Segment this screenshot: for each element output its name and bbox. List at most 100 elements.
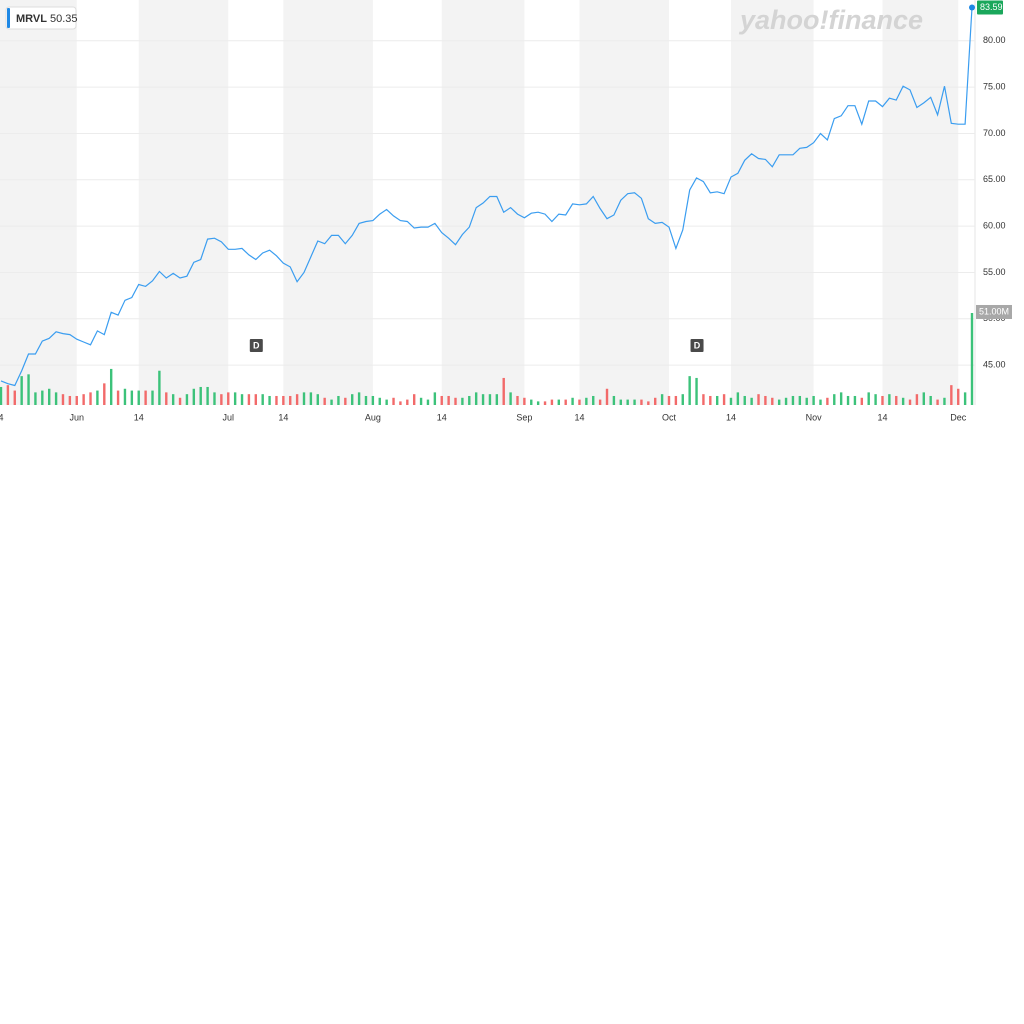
last-price-dot (969, 4, 975, 11)
x-tick-label: Oct (662, 412, 677, 422)
volume-bar (881, 395, 884, 405)
volume-bar (447, 395, 450, 405)
volume-bar (309, 392, 313, 405)
price-line (0, 7, 973, 387)
y-tick-label: 45.00 (983, 360, 1006, 370)
volume-bar (109, 368, 113, 405)
period-band (730, 0, 814, 405)
volume-bar (695, 377, 698, 405)
volume-bar (536, 401, 540, 405)
volume-bar (171, 394, 175, 405)
volume-bar (295, 394, 299, 405)
event-label: D (694, 340, 701, 350)
volume-bar (82, 394, 85, 405)
volume-bar (468, 395, 471, 405)
volume-label: 51.00M (979, 306, 1009, 316)
volume-bar (461, 397, 464, 405)
volume-bar (530, 399, 533, 405)
volume-bar (915, 394, 919, 405)
volume-bar (282, 395, 285, 405)
volume-bar (957, 388, 960, 405)
x-tick-label: Sep (516, 412, 532, 422)
volume-bar (488, 394, 492, 405)
volume-bar (908, 399, 912, 405)
volume-bar (826, 397, 829, 405)
symbol-box (5, 6, 77, 30)
volume-bar (151, 390, 154, 405)
volume-bar (681, 394, 684, 405)
volume-bar (585, 397, 588, 405)
volume-bar (784, 397, 788, 405)
y-tick-label: 80.00 (983, 35, 1006, 45)
volume-bar (41, 390, 44, 405)
volume-bar (275, 395, 278, 405)
volume-bar (867, 392, 870, 405)
volume-bar (474, 392, 478, 405)
volume-bar (853, 395, 857, 405)
y-tick-label: 65.00 (983, 174, 1006, 184)
volume-bar (406, 399, 409, 405)
volume-bar (337, 395, 340, 405)
volume-bar (220, 394, 223, 405)
volume-bar (598, 399, 602, 405)
y-tick-label: 70.00 (983, 128, 1006, 138)
volume-bar (619, 399, 622, 405)
volume-bar (509, 392, 512, 405)
x-tick-label: Jun (69, 412, 84, 422)
x-tick-label: 14 (278, 412, 288, 422)
volume-bar (950, 385, 953, 405)
y-tick-label: 55.00 (983, 267, 1006, 277)
x-tick-label: Jul (222, 412, 234, 422)
volume-bar (798, 395, 802, 405)
volume-bar (96, 390, 99, 405)
volume-bar (592, 395, 595, 405)
volume-bar (833, 394, 836, 405)
volume-bar (440, 395, 443, 405)
symbol: MRVL (16, 13, 47, 25)
volume-bar (364, 395, 368, 405)
volume-bar (481, 394, 485, 405)
volume-bar (6, 385, 10, 405)
period-band (579, 0, 669, 405)
volume-bar (943, 397, 946, 405)
volume-bar (729, 397, 733, 405)
logo: yahoo!finance (738, 5, 923, 35)
volume-bar (240, 394, 244, 405)
volume-bar (647, 401, 650, 405)
volume-bar (419, 397, 423, 405)
volume-bar (392, 397, 395, 405)
period-band (882, 0, 959, 405)
volume-bar (357, 392, 361, 405)
volume-bar (302, 392, 306, 405)
volume-bar (936, 399, 939, 405)
volume-bar (888, 394, 891, 405)
volume-bar (771, 397, 774, 405)
volume-bar (233, 392, 237, 405)
volume-bar (289, 395, 292, 405)
volume-bar (68, 395, 72, 405)
volume-bar (523, 397, 526, 405)
chart: yahoo!finance MRVL 50.35 45.0050.0055.00… (0, 0, 1024, 430)
volume-bar (722, 394, 726, 405)
volume-bar (34, 392, 37, 405)
volume-bar (550, 399, 554, 405)
volume-bar (743, 395, 746, 405)
volume-bar (805, 397, 808, 405)
volume-bar (812, 395, 815, 405)
period-band (138, 0, 229, 405)
volume-bar (130, 390, 134, 405)
x-tick-label: 4 (0, 412, 4, 422)
volume-bar (13, 390, 16, 405)
x-tick-label: Dec (950, 412, 967, 422)
volume-bar (316, 394, 319, 405)
volume-bar (412, 394, 416, 405)
volume-bar (261, 394, 264, 405)
volume-bar (709, 395, 712, 405)
volume-bar (323, 397, 326, 405)
volume-bar (144, 390, 147, 405)
volume-bar (0, 386, 3, 405)
volume-bar (178, 397, 182, 405)
price: 50.35 (50, 13, 78, 25)
volume-bar (605, 388, 609, 405)
